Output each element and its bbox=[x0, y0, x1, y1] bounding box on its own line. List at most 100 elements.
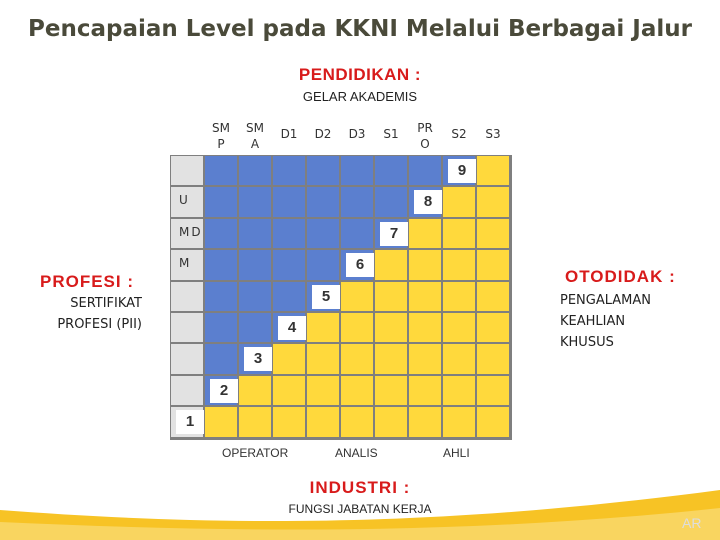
grid-cell bbox=[409, 218, 441, 249]
column-label-d3: D3 bbox=[348, 127, 366, 141]
grid-cell bbox=[341, 218, 373, 249]
grid-cell bbox=[341, 375, 373, 406]
column-label-s2: S2 bbox=[451, 127, 467, 141]
grid-cell bbox=[307, 344, 339, 374]
grid-cell bbox=[477, 407, 509, 437]
grid-cell bbox=[239, 187, 271, 217]
kkni-level-5: 5 bbox=[312, 284, 340, 309]
grid-cell bbox=[171, 344, 203, 374]
profesi-level-u: U bbox=[179, 193, 190, 207]
grid-cell bbox=[477, 375, 509, 406]
decorative-wave bbox=[0, 490, 720, 540]
grid-cell bbox=[409, 407, 441, 437]
otodidak-label: OTODIDAK : bbox=[565, 267, 676, 286]
grid-cell bbox=[341, 156, 373, 186]
profesi-level-m: M bbox=[179, 256, 192, 270]
grid-cell bbox=[477, 313, 509, 343]
column-label-s1: S1 bbox=[383, 127, 399, 141]
grid-cell bbox=[273, 156, 305, 186]
grid-cell bbox=[239, 156, 271, 186]
pendidikan-label: PENDIDIKAN : bbox=[298, 65, 422, 84]
grid-cell bbox=[409, 375, 441, 406]
industri-level-operator: OPERATOR bbox=[222, 446, 289, 460]
grid-cell bbox=[171, 375, 203, 406]
grid-cell bbox=[273, 375, 305, 406]
grid-cell bbox=[205, 313, 237, 343]
grid-cell bbox=[443, 250, 475, 280]
grid-cell bbox=[341, 344, 373, 374]
grid-cell bbox=[443, 313, 475, 343]
grid-cell bbox=[273, 250, 305, 280]
grid-cell bbox=[375, 187, 407, 217]
grid-cell bbox=[171, 187, 203, 217]
grid-cell bbox=[239, 218, 271, 249]
grid-cell bbox=[477, 344, 509, 374]
grid-cell bbox=[409, 313, 441, 343]
grid-cell bbox=[443, 187, 475, 217]
grid-cell bbox=[375, 250, 407, 280]
kkni-level-6: 6 bbox=[346, 253, 374, 278]
grid-cell bbox=[171, 250, 203, 280]
sertifikat-profesi-label: SERTIFIKAT PROFESI (PII) bbox=[57, 296, 142, 332]
kkni-level-3: 3 bbox=[244, 347, 272, 372]
grid-cell bbox=[239, 250, 271, 280]
grid-cell bbox=[171, 281, 203, 311]
grid-cell bbox=[443, 407, 475, 437]
industri-level-ahli: AHLI bbox=[443, 446, 470, 460]
grid-cell bbox=[273, 187, 305, 217]
grid-cell bbox=[307, 407, 339, 437]
grid-cell bbox=[409, 281, 441, 311]
grid-cell bbox=[171, 313, 203, 343]
grid-cell bbox=[239, 407, 271, 437]
grid-cell bbox=[307, 218, 339, 249]
grid-cell bbox=[239, 281, 271, 311]
pengalaman-keahlian-label: PENGALAMAN KEAHLIAN KHUSUS bbox=[560, 293, 652, 350]
grid-cell bbox=[409, 250, 441, 280]
grid-cell bbox=[375, 313, 407, 343]
grid-cell bbox=[205, 156, 237, 186]
grid-cell bbox=[375, 375, 407, 406]
industri-label: INDUSTRI : bbox=[309, 478, 411, 497]
profesi-label: PROFESI : bbox=[40, 272, 135, 291]
grid-cell bbox=[307, 187, 339, 217]
grid-cell bbox=[307, 250, 339, 280]
kkni-level-1: 1 bbox=[176, 410, 204, 435]
grid-cell bbox=[341, 313, 373, 343]
grid-cell bbox=[443, 344, 475, 374]
grid-cell bbox=[443, 218, 475, 249]
grid-cell bbox=[375, 344, 407, 374]
grid-cell bbox=[341, 407, 373, 437]
kkni-level-4: 4 bbox=[278, 316, 306, 340]
column-label-sma: SM A bbox=[246, 121, 264, 151]
grid-cell bbox=[375, 281, 407, 311]
grid-cell bbox=[171, 156, 203, 186]
grid-cell bbox=[341, 187, 373, 217]
watermark: AR bbox=[682, 515, 702, 531]
grid-cell bbox=[307, 156, 339, 186]
grid-cell bbox=[375, 156, 407, 186]
column-label-d2: D2 bbox=[314, 127, 332, 141]
grid-cell bbox=[307, 375, 339, 406]
gelar-akademis-label: GELAR AKADEMIS bbox=[302, 89, 418, 104]
grid-cell bbox=[205, 407, 237, 437]
grid-cell bbox=[477, 281, 509, 311]
grid-cell bbox=[239, 313, 271, 343]
grid-cell bbox=[443, 281, 475, 311]
grid-cell bbox=[477, 187, 509, 217]
grid-cell bbox=[171, 218, 203, 249]
grid-cell bbox=[443, 375, 475, 406]
grid-cell bbox=[205, 187, 237, 217]
fungsi-jabatan-label: FUNGSI JABATAN KERJA bbox=[288, 502, 432, 516]
grid-cell bbox=[341, 281, 373, 311]
grid-cell bbox=[273, 281, 305, 311]
grid-cell bbox=[477, 218, 509, 249]
grid-cell bbox=[205, 218, 237, 249]
kkni-level-2: 2 bbox=[210, 378, 238, 403]
column-label-d1: D1 bbox=[280, 127, 298, 141]
grid-cell bbox=[375, 407, 407, 437]
grid-cell bbox=[477, 250, 509, 280]
grid-cell bbox=[409, 344, 441, 374]
column-label-s3: S3 bbox=[485, 127, 501, 141]
grid-cell bbox=[205, 344, 237, 374]
